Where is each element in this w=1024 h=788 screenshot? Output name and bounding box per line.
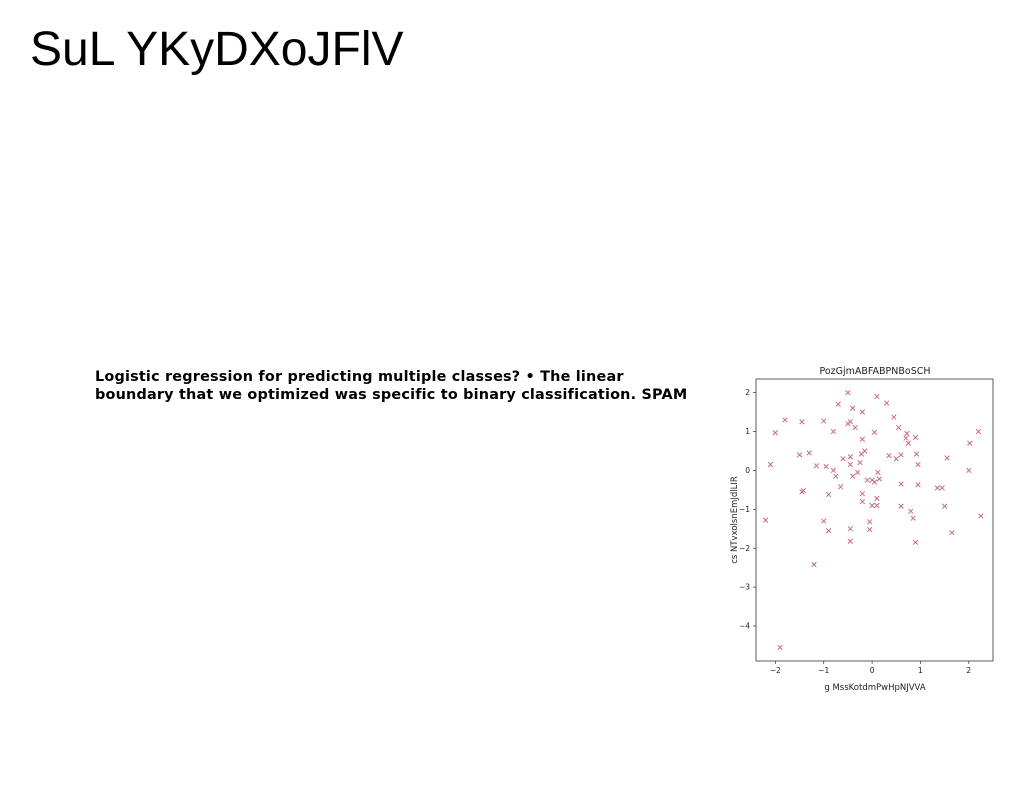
scatter-point bbox=[821, 418, 827, 424]
scatter-point bbox=[821, 518, 827, 524]
scatter-point bbox=[869, 502, 875, 509]
scatter-point bbox=[967, 440, 973, 446]
scatter-point bbox=[876, 476, 882, 482]
scatter-point bbox=[898, 481, 904, 487]
scatter-point bbox=[941, 503, 948, 509]
scatter-point bbox=[796, 452, 803, 458]
chart-y-axis-label: cs NTvxolsnEmJdlLIR bbox=[730, 476, 740, 564]
scatter-point bbox=[905, 440, 912, 446]
scatter-point bbox=[859, 498, 866, 505]
scatter-point bbox=[840, 456, 846, 462]
scatter-point bbox=[825, 528, 832, 534]
scatter-point bbox=[799, 419, 805, 425]
scatter-point bbox=[949, 529, 955, 536]
scatter-point bbox=[830, 428, 837, 435]
scatter-point bbox=[978, 513, 984, 519]
scatter-point bbox=[800, 487, 807, 494]
scatter-point bbox=[874, 495, 880, 502]
scatter-point bbox=[830, 467, 837, 474]
x-tick-label: 0 bbox=[870, 666, 875, 675]
scatter-point bbox=[871, 479, 878, 485]
x-tick-label: −1 bbox=[818, 666, 829, 675]
scatter-point bbox=[859, 409, 866, 415]
scatter-point bbox=[893, 456, 899, 462]
y-tick-label: 0 bbox=[745, 466, 750, 475]
scatter-point bbox=[867, 526, 873, 533]
y-tick-label: 1 bbox=[745, 427, 750, 436]
scatter-point bbox=[847, 454, 853, 460]
slide-body-text: Logistic regression for predicting multi… bbox=[95, 369, 688, 403]
scatter-point bbox=[910, 515, 916, 521]
scatter-point bbox=[886, 452, 892, 459]
scatter-point bbox=[915, 482, 921, 488]
y-tick-label: −1 bbox=[739, 505, 750, 514]
scatter-point bbox=[898, 503, 904, 509]
x-tick-label: 2 bbox=[966, 666, 971, 675]
scatter-point bbox=[837, 484, 844, 490]
scatter-point bbox=[915, 461, 921, 468]
scatter-point bbox=[904, 430, 910, 437]
scatter-point bbox=[859, 491, 866, 497]
scatter-point bbox=[782, 417, 788, 423]
y-tick-label: −4 bbox=[739, 622, 750, 631]
scatter-point bbox=[864, 477, 870, 483]
scatter-point bbox=[847, 526, 853, 532]
scatter-point bbox=[883, 400, 890, 406]
scatter-point bbox=[912, 539, 919, 546]
scatter-point bbox=[912, 434, 919, 440]
scatter-point bbox=[806, 450, 812, 456]
scatter-point bbox=[847, 538, 853, 544]
scatter-point bbox=[847, 419, 853, 425]
y-tick-label: −3 bbox=[739, 583, 750, 592]
scatter-point bbox=[859, 436, 866, 442]
x-tick-label: 1 bbox=[918, 666, 923, 675]
scatter-point bbox=[777, 644, 783, 651]
chart-x-axis-label: g MssKotdmPwHpNJVVA bbox=[824, 683, 925, 693]
y-tick-label: −2 bbox=[739, 544, 750, 553]
scatter-point bbox=[847, 461, 853, 468]
scatter-point bbox=[898, 452, 904, 458]
scatter-point bbox=[966, 467, 972, 474]
scatter-point bbox=[874, 393, 880, 400]
scatter-point bbox=[767, 461, 774, 468]
scatter-chart: PozGjmABFABPNBoSCH g MssKotdmPwHpNJVVA c… bbox=[726, 360, 1000, 698]
chart-title: PozGjmABFABPNBoSCH bbox=[819, 366, 930, 377]
scatter-point bbox=[852, 424, 858, 431]
scatter-point bbox=[772, 430, 779, 436]
scatter-point bbox=[850, 473, 856, 479]
scatter-point bbox=[874, 502, 880, 509]
scatter-point bbox=[975, 428, 982, 435]
scatter-point bbox=[939, 485, 945, 491]
scatter-point bbox=[944, 455, 950, 461]
slide-title: SuL YKyDXoJFlV bbox=[30, 23, 404, 76]
scatter-point bbox=[903, 435, 909, 441]
scatter-chart-svg: PozGjmABFABPNBoSCH g MssKotdmPwHpNJVVA c… bbox=[730, 366, 994, 693]
scatter-point bbox=[875, 469, 881, 476]
scatter-point bbox=[934, 485, 941, 491]
scatter-point bbox=[857, 459, 863, 466]
scatter-point bbox=[854, 469, 861, 476]
scatter-point bbox=[833, 473, 839, 479]
scatter-point bbox=[867, 519, 873, 525]
scatter-point bbox=[896, 424, 902, 431]
chart-marks: −2 −1 0 1 2 2 1 0 −1 −2 −3 −4 bbox=[739, 388, 984, 675]
scatter-point bbox=[823, 463, 829, 470]
scatter-point bbox=[835, 401, 841, 407]
scatter-point bbox=[913, 451, 920, 457]
scatter-point bbox=[871, 429, 878, 435]
chart-plot-frame bbox=[755, 378, 994, 662]
scatter-point bbox=[811, 561, 817, 568]
scatter-point bbox=[825, 491, 832, 498]
scatter-point bbox=[813, 463, 820, 469]
scatter-point bbox=[908, 508, 914, 514]
scatter-point bbox=[845, 389, 851, 396]
scatter-point bbox=[850, 405, 856, 411]
scatter-point bbox=[891, 414, 897, 420]
y-tick-label: 2 bbox=[745, 388, 750, 397]
x-tick-label: −2 bbox=[770, 666, 781, 675]
scatter-point bbox=[862, 448, 868, 454]
scatter-point bbox=[763, 517, 769, 523]
